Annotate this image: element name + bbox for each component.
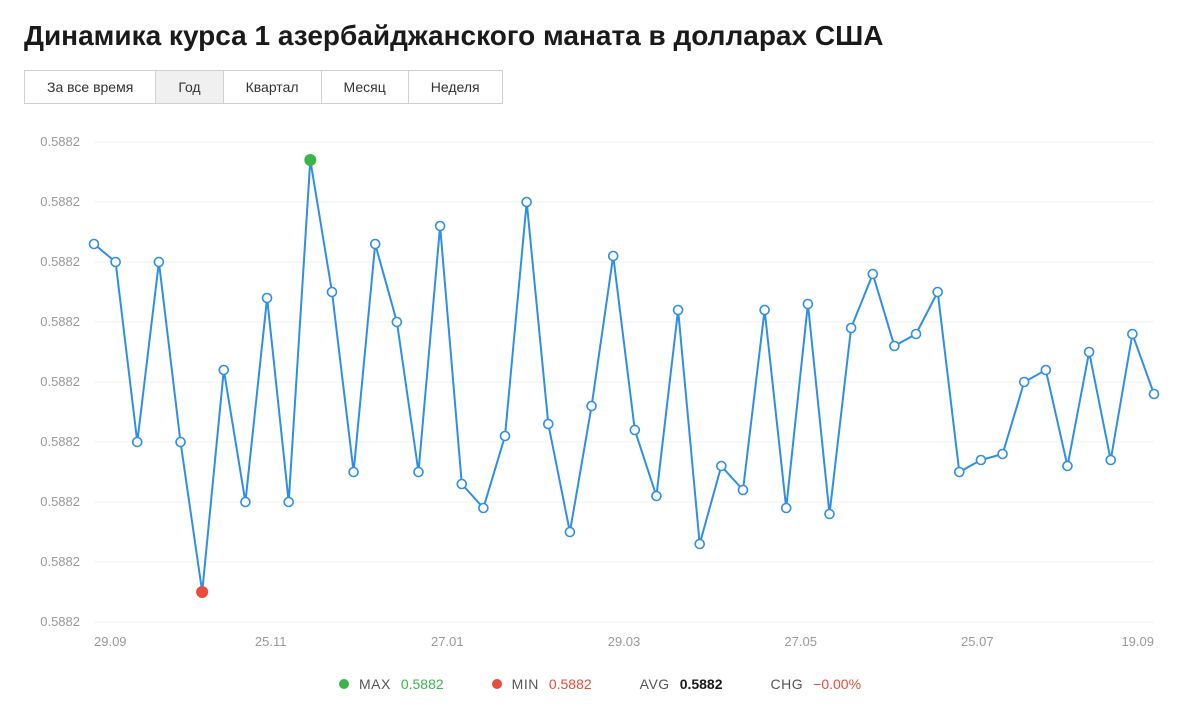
svg-text:0.5882: 0.5882 [40, 194, 80, 209]
data-point[interactable] [1150, 390, 1159, 399]
svg-text:29.09: 29.09 [94, 634, 127, 649]
data-point[interactable] [674, 306, 683, 315]
data-point[interactable] [760, 306, 769, 315]
max-dot-icon [339, 679, 349, 689]
data-point[interactable] [803, 300, 812, 309]
legend-avg: AVG 0.5882 [640, 676, 723, 692]
data-point[interactable] [522, 198, 531, 207]
data-point[interactable] [1106, 456, 1115, 465]
data-point[interactable] [630, 426, 639, 435]
data-point[interactable] [305, 155, 316, 166]
min-dot-icon [492, 679, 502, 689]
svg-text:0.5882: 0.5882 [40, 314, 80, 329]
legend-chg-value: −0.00% [813, 676, 861, 692]
data-point[interactable] [197, 587, 208, 598]
data-point[interactable] [241, 498, 250, 507]
svg-text:25.11: 25.11 [255, 634, 287, 649]
data-point[interactable] [349, 468, 358, 477]
data-point[interactable] [998, 450, 1007, 459]
data-point[interactable] [912, 330, 921, 339]
data-point[interactable] [587, 402, 596, 411]
period-tabs: За все времяГодКварталМесяцНеделя [24, 70, 503, 104]
tab-period[interactable]: Месяц [322, 71, 409, 103]
data-point[interactable] [609, 252, 618, 261]
tab-period[interactable]: За все время [25, 71, 156, 103]
legend-chg: CHG −0.00% [771, 676, 862, 692]
svg-text:0.5882: 0.5882 [40, 554, 80, 569]
data-point[interactable] [976, 456, 985, 465]
data-point[interactable] [176, 438, 185, 447]
data-point[interactable] [890, 342, 899, 351]
data-point[interactable] [738, 486, 747, 495]
svg-text:0.5882: 0.5882 [40, 374, 80, 389]
legend-min-value: 0.5882 [549, 676, 592, 692]
data-point[interactable] [392, 318, 401, 327]
data-point[interactable] [1128, 330, 1137, 339]
data-point[interactable] [868, 270, 877, 279]
data-point[interactable] [90, 240, 99, 249]
legend-chg-label: CHG [771, 676, 804, 692]
svg-text:0.5882: 0.5882 [40, 434, 80, 449]
data-point[interactable] [1063, 462, 1072, 471]
legend-max: MAX 0.5882 [339, 676, 444, 692]
legend-min-label: MIN [512, 676, 539, 692]
data-point[interactable] [782, 504, 791, 513]
svg-text:27.05: 27.05 [784, 634, 817, 649]
svg-text:0.5882: 0.5882 [40, 254, 80, 269]
data-point[interactable] [111, 258, 120, 267]
page-title: Динамика курса 1 азербайджанского маната… [24, 20, 1176, 52]
svg-text:27.01: 27.01 [431, 634, 464, 649]
legend-avg-value: 0.5882 [680, 676, 723, 692]
data-point[interactable] [695, 540, 704, 549]
data-point[interactable] [652, 492, 661, 501]
legend-max-label: MAX [359, 676, 391, 692]
tab-period[interactable]: Квартал [224, 71, 322, 103]
data-point[interactable] [414, 468, 423, 477]
data-point[interactable] [717, 462, 726, 471]
data-point[interactable] [457, 480, 466, 489]
svg-text:19.09: 19.09 [1121, 634, 1154, 649]
svg-text:0.5882: 0.5882 [40, 494, 80, 509]
svg-text:0.5882: 0.5882 [40, 614, 80, 629]
data-point[interactable] [955, 468, 964, 477]
svg-text:29.03: 29.03 [608, 634, 641, 649]
legend-avg-label: AVG [640, 676, 670, 692]
rate-chart: 0.5882 0.5882 0.5882 0.5882 0.5882 0.5882 0.58… [24, 132, 1174, 672]
data-point[interactable] [263, 294, 272, 303]
data-point[interactable] [436, 222, 445, 231]
legend-min: MIN 0.5882 [492, 676, 592, 692]
data-point[interactable] [1085, 348, 1094, 357]
data-point[interactable] [154, 258, 163, 267]
data-point[interactable] [933, 288, 942, 297]
chart-legend: MAX 0.5882 MIN 0.5882 AVG 0.5882 CHG −0.… [24, 676, 1176, 692]
data-point[interactable] [133, 438, 142, 447]
data-point[interactable] [479, 504, 488, 513]
data-point[interactable] [371, 240, 380, 249]
data-point[interactable] [1020, 378, 1029, 387]
data-point[interactable] [565, 528, 574, 537]
data-point[interactable] [219, 366, 228, 375]
data-point[interactable] [1041, 366, 1050, 375]
data-point[interactable] [825, 510, 834, 519]
tab-period[interactable]: Год [156, 71, 223, 103]
data-point[interactable] [327, 288, 336, 297]
legend-max-value: 0.5882 [401, 676, 444, 692]
svg-text:25.07: 25.07 [961, 634, 994, 649]
data-point[interactable] [847, 324, 856, 333]
tab-period[interactable]: Неделя [409, 71, 502, 103]
svg-text:0.5882: 0.5882 [40, 134, 80, 149]
data-point[interactable] [284, 498, 293, 507]
data-point[interactable] [544, 420, 553, 429]
data-point[interactable] [501, 432, 510, 441]
